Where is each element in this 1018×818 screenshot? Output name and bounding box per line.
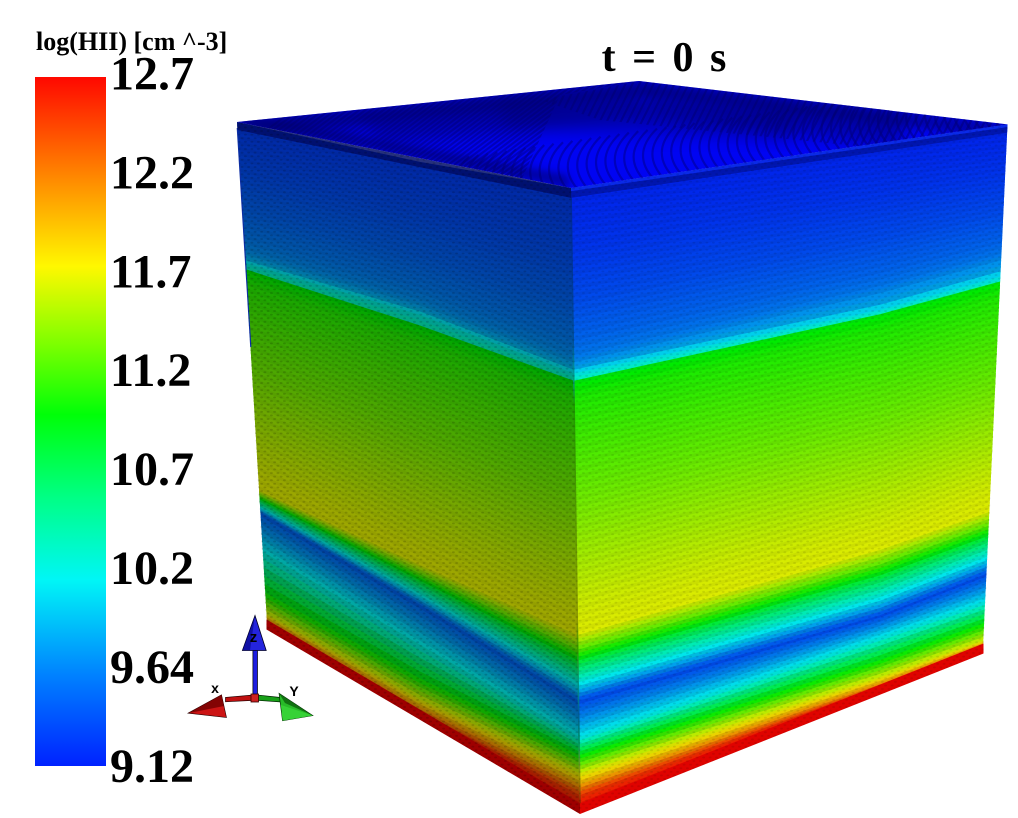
svg-text:10.7: 10.7 (110, 443, 194, 496)
svg-text:Y: Y (289, 683, 299, 699)
svg-text:9.64: 9.64 (110, 641, 194, 694)
svg-text:z: z (250, 629, 258, 646)
svg-text:9.12: 9.12 (110, 740, 194, 793)
svg-text:12.7: 12.7 (110, 48, 194, 101)
svg-text:x: x (211, 680, 219, 696)
svg-text:t = 0 s: t = 0 s (602, 35, 727, 81)
svg-text:10.2: 10.2 (110, 542, 194, 595)
svg-text:log(HII) [cm ^-3]: log(HII) [cm ^-3] (36, 27, 227, 56)
svg-text:12.2: 12.2 (110, 146, 194, 199)
svg-text:11.7: 11.7 (110, 245, 191, 298)
svg-text:11.2: 11.2 (110, 344, 191, 397)
